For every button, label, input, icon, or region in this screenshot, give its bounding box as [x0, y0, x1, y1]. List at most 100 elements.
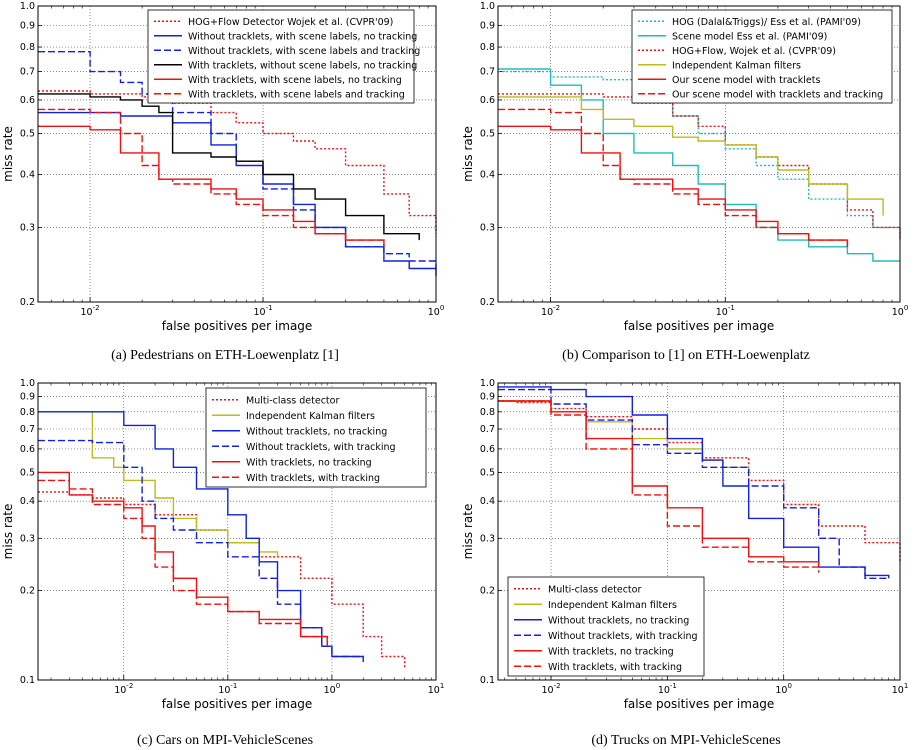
axes-frame: [497, 382, 901, 681]
legend-entry: With tracklets, with scene labels, no tr…: [188, 75, 402, 86]
y-tick-label: 0.9: [20, 392, 35, 403]
caption-c: (c) Cars on MPI-VehicleScenes: [137, 733, 313, 748]
legend-box: [147, 9, 415, 104]
legend-entry: Independent Kalman filters: [548, 600, 677, 611]
legend-entry: Without tracklets, with tracking: [246, 442, 396, 453]
x-axis-label: false positives per image: [624, 697, 775, 711]
series-line-4: [38, 439, 364, 662]
x-tick-label: 10-2: [541, 304, 560, 318]
y-tick-label: 0.9: [20, 20, 35, 31]
x-tick-label: 10-2: [114, 682, 133, 696]
y-axis-label: miss rate: [461, 126, 475, 182]
legend-box: [631, 9, 893, 104]
legend: Multi-class detector Independent Kalman f…: [507, 576, 705, 677]
legend-entry: Without tracklets, no tracking: [548, 615, 689, 626]
legend-entry: Our scene model with tracklets: [672, 75, 820, 86]
y-tick-label: 0.2: [480, 297, 495, 308]
x-tick-label: 101: [428, 682, 445, 696]
x-tick-label: 100: [324, 682, 341, 696]
y-tick-label: 1.0: [480, 1, 495, 12]
y-tick-label: 0.9: [480, 20, 495, 31]
y-tick-label: 0.4: [20, 170, 35, 181]
y-tick-label: 0.8: [20, 42, 35, 53]
y-tick-label: 0.5: [480, 467, 495, 478]
caption-d: (d) Trucks on MPI-VehicleScenes: [591, 733, 780, 748]
y-tick-label: 0.8: [20, 407, 35, 418]
y-tick-label: 1.0: [20, 1, 35, 12]
legend-entry: Without tracklets, with scene labels and…: [188, 46, 420, 57]
series-line-2: [38, 111, 437, 277]
legend-box: [205, 387, 427, 488]
series-line-6: [498, 108, 849, 247]
y-tick-label: 0.6: [20, 444, 35, 455]
y-tick-label: 0.5: [480, 128, 495, 139]
x-tick-label: 100: [428, 304, 445, 318]
y-tick-label: 0.5: [20, 128, 35, 139]
legend-entry: With tracklets, no tracking: [548, 646, 674, 657]
y-tick-label: 0.2: [480, 586, 495, 597]
legend-entry: Without tracklets, no tracking: [246, 426, 387, 437]
y-tick-label: 0.6: [20, 95, 35, 106]
chart-panel-d: 0.1 0.2 0.3 0.4 0.5 0.6 0.7 0.8 0.9 1.0 10-2 10-1 10…: [461, 378, 908, 711]
y-tick-label: 0.9: [480, 392, 495, 403]
axes-frame: [37, 382, 437, 681]
legend-entry: With tracklets, with tracking: [246, 473, 380, 484]
legend-entry: Our scene model with tracklets and track…: [672, 89, 883, 100]
series-line-2: [498, 68, 900, 262]
legend-entry: With tracklets, with tracking: [548, 662, 682, 673]
legend-entry: HOG+Flow Detector Wojek et al. (CVPR'09): [188, 17, 393, 28]
legend: Multi-class detector Independent Kalman f…: [205, 387, 427, 488]
axes-frame: [497, 5, 901, 303]
y-tick-label: 0.3: [480, 533, 495, 544]
y-tick-label: 0.3: [480, 222, 495, 233]
y-tick-label: 0.8: [480, 407, 495, 418]
legend-entry: With tracklets, without scene labels, no…: [188, 60, 417, 71]
legend-entry: Without tracklets, with scene labels, no…: [188, 31, 417, 42]
series-line-6: [38, 479, 328, 647]
legend-entry: Multi-class detector: [548, 584, 641, 595]
y-tick-label: 0.4: [480, 170, 495, 181]
legend-box: [507, 576, 705, 677]
x-tick-label: 10-2: [81, 304, 100, 318]
series-line-6: [38, 108, 385, 247]
y-tick-label: 0.7: [20, 424, 35, 435]
y-tick-label: 0.7: [480, 67, 495, 78]
x-axis-label: false positives per image: [162, 697, 313, 711]
legend-entry: HOG (Dalal&Triggs)/ Ess et al. (PAMI'09): [672, 17, 861, 28]
y-tick-label: 0.1: [20, 675, 35, 686]
legend-entry: HOG+Flow, Wojek et al. (CVPR'09): [672, 46, 836, 57]
y-tick-label: 0.2: [20, 297, 35, 308]
y-tick-label: 0.7: [480, 424, 495, 435]
legend-entry: With tracklets, no tracking: [246, 457, 372, 468]
legend: HOG (Dalal&Triggs)/ Ess et al. (PAMI'09)…: [631, 9, 893, 104]
y-tick-label: 0.1: [480, 675, 495, 686]
x-tick-label: 10-1: [716, 304, 735, 318]
series-line-3: [498, 386, 890, 579]
y-tick-label: 0.7: [20, 67, 35, 78]
x-axis-label: false positives per image: [624, 319, 775, 333]
y-tick-label: 0.2: [20, 586, 35, 597]
series-line-1: [38, 90, 437, 234]
series-line-3: [498, 93, 901, 241]
x-tick-label: 10-1: [658, 682, 677, 696]
y-tick-label: 0.5: [20, 467, 35, 478]
x-tick-label: 101: [892, 682, 909, 696]
axes-frame: [37, 5, 437, 303]
x-tick-label: 10-1: [253, 304, 272, 318]
series-line-4: [38, 93, 420, 241]
x-tick-label: 100: [892, 304, 909, 318]
y-axis-label: miss rate: [1, 126, 15, 182]
y-axis-label: miss rate: [1, 504, 15, 560]
legend-entry: Multi-class detector: [246, 395, 339, 406]
series-line-6: [498, 400, 820, 573]
legend-entry: Scene model Ess et al. (PAMI'09): [672, 31, 827, 42]
legend-entry: Independent Kalman filters: [672, 60, 801, 71]
legend-entry: With tracklets, with scene labels and tr…: [188, 89, 405, 100]
legend-entry: Without tracklets, with tracking: [548, 631, 698, 642]
y-tick-label: 0.8: [480, 42, 495, 53]
chart-panel-a: 0.2 0.3 0.4 0.5 0.6 0.7 0.8 0.9 1.0 10-2 10-1 100 fa…: [1, 1, 444, 333]
y-tick-label: 0.6: [480, 95, 495, 106]
caption-b: (b) Comparison to [1] on ETH-Loewenplatz: [562, 348, 810, 363]
x-axis-label: false positives per image: [162, 319, 313, 333]
legend-entry: Independent Kalman filters: [246, 411, 375, 422]
